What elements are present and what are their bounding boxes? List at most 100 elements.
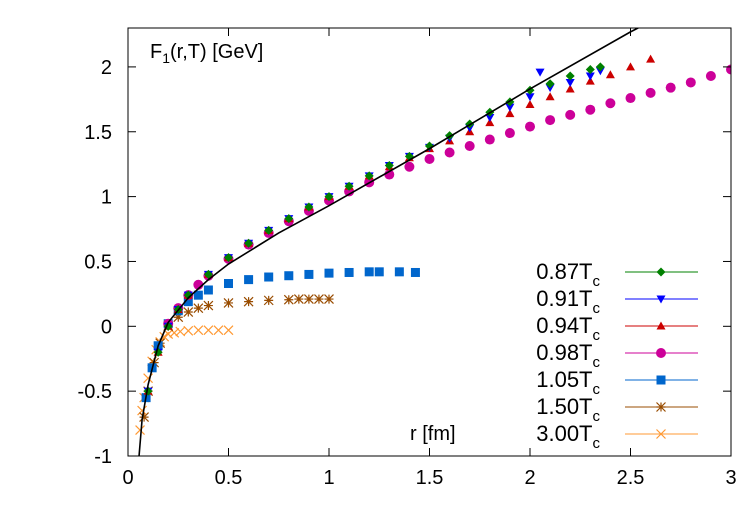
legend-marker <box>656 321 666 330</box>
y-tick-label: 1.5 <box>84 122 112 144</box>
plot-area <box>135 28 731 456</box>
x-tick-label: 0 <box>122 467 133 489</box>
data-point <box>444 147 455 158</box>
data-point <box>293 294 304 304</box>
legend-marker <box>656 295 666 304</box>
data-point <box>585 76 595 85</box>
legend-marker <box>656 429 666 439</box>
data-point <box>646 54 656 63</box>
data-point <box>626 62 635 71</box>
data-point <box>344 267 354 277</box>
data-point <box>545 79 555 89</box>
legend-label: 0.87Tc <box>536 259 600 290</box>
data-point <box>424 153 435 164</box>
data-point <box>685 77 696 88</box>
data-point <box>585 104 596 115</box>
data-point <box>304 269 314 279</box>
legend-label: 0.91Tc <box>536 286 600 317</box>
data-point <box>139 412 150 423</box>
y-tick-label: 0 <box>101 316 112 338</box>
data-point <box>505 103 515 112</box>
data-point <box>183 297 193 307</box>
data-point <box>324 192 334 202</box>
series-300tc <box>135 325 234 435</box>
series-098tc <box>163 64 731 329</box>
data-point <box>203 325 214 336</box>
legend-entry: 0.87Tc <box>536 259 698 290</box>
data-point <box>394 267 404 277</box>
data-point <box>137 405 147 416</box>
data-point <box>605 70 615 79</box>
data-point <box>545 115 556 126</box>
data-point <box>404 161 415 172</box>
x-tick-label: 2 <box>524 467 535 489</box>
data-point <box>625 93 636 104</box>
data-point <box>645 87 656 98</box>
data-point <box>264 272 274 282</box>
data-point <box>284 271 294 281</box>
data-point <box>324 294 334 304</box>
data-point <box>364 171 374 181</box>
legend-entry: 0.91Tc <box>536 286 698 317</box>
data-point <box>263 295 274 306</box>
data-point <box>585 72 595 81</box>
data-point <box>410 267 420 277</box>
data-point <box>525 121 535 132</box>
data-point <box>364 267 374 277</box>
data-point <box>324 268 334 278</box>
data-point <box>545 92 555 101</box>
x-tick-label: 1.5 <box>416 467 444 489</box>
data-point <box>183 325 194 336</box>
data-point <box>243 296 254 307</box>
legend-marker <box>656 267 666 277</box>
data-point <box>223 298 234 308</box>
legend-entry: 1.50Tc <box>536 394 698 425</box>
data-point <box>244 275 254 285</box>
data-point <box>374 267 384 277</box>
y-tick-label: 1 <box>101 187 112 209</box>
data-point <box>304 202 314 212</box>
data-point <box>224 279 233 289</box>
data-point <box>203 285 213 295</box>
data-point <box>213 325 224 336</box>
data-point <box>525 100 535 109</box>
data-point <box>535 68 545 77</box>
data-point <box>425 141 434 151</box>
legend-label: 1.50Tc <box>536 394 600 425</box>
legend-marker <box>656 402 666 412</box>
data-point <box>505 109 515 118</box>
y-axis-label: F1(r,T) [GeV] <box>150 41 263 66</box>
x-tick-label: 2.5 <box>617 467 645 489</box>
y-tick-label: -1 <box>94 446 112 468</box>
data-point <box>193 303 204 314</box>
data-point <box>484 134 495 145</box>
data-point <box>183 290 193 300</box>
data-point <box>665 82 676 93</box>
data-point <box>193 325 204 336</box>
data-point <box>173 312 184 323</box>
data-point <box>595 62 605 72</box>
axes: 0 0.5 1 1.5 2 2.5 3 -1 -0.5 0 0.5 1 1.5 2 <box>78 28 737 489</box>
x-tick-label: 1 <box>323 467 334 489</box>
data-point <box>505 97 515 107</box>
legend-label: 0.98Tc <box>536 340 600 371</box>
data-point <box>605 98 616 109</box>
x-tick-label: 0.5 <box>215 467 243 489</box>
legend-entry: 1.05Tc <box>536 367 698 398</box>
data-point <box>344 181 354 191</box>
legend-label: 3.00Tc <box>536 421 600 452</box>
data-point <box>565 71 575 81</box>
data-point <box>705 70 716 81</box>
legend: 0.87Tc0.91Tc0.94Tc0.98Tc1.05Tc1.50Tc3.00… <box>536 259 698 452</box>
data-point <box>504 128 515 139</box>
data-point <box>464 141 475 152</box>
legend-entry: 0.94Tc <box>536 313 698 344</box>
x-tick-label: 3 <box>725 467 736 489</box>
series-150tc <box>139 294 334 423</box>
data-point <box>485 118 495 127</box>
y-tick-label: 0.5 <box>84 251 112 273</box>
data-point <box>525 93 535 102</box>
legend-marker <box>656 375 666 385</box>
data-point <box>384 160 394 170</box>
data-point <box>183 307 194 317</box>
